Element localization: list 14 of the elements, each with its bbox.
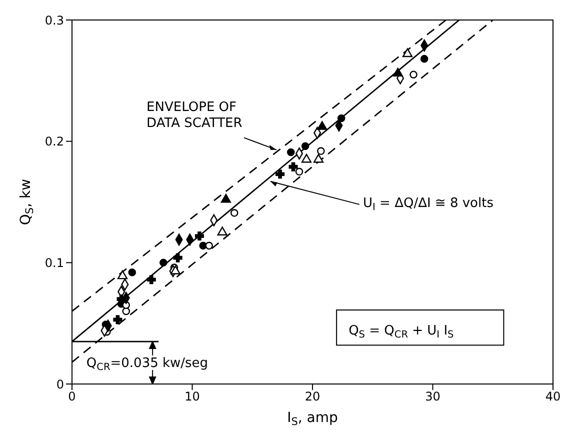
- annotation: ENVELOPE OF DATA SCATTER: [146, 100, 242, 131]
- y-tick-label: 0.3: [44, 13, 64, 28]
- annotation: U$_{I}$ = ΔQ/ΔI ≅ 8 volts: [363, 196, 494, 213]
- x-tick-label: 40: [545, 390, 561, 404]
- x-tick-label: 20: [304, 390, 320, 404]
- annotation: Q$_{CR}$=0.035 kw/seg: [86, 356, 208, 374]
- y-tick-label: 0.1: [44, 256, 64, 270]
- x-tick-label: 30: [425, 390, 440, 404]
- x-tick-label: 10: [184, 390, 200, 404]
- y-tick-label: 0: [56, 377, 64, 392]
- y-tick-label: 0.2: [44, 134, 64, 149]
- annotation: Q$_{S}$ = Q$_{CR}$ + U$_{I}$ I$_{S}$: [348, 323, 454, 340]
- x-tick-label: 0: [68, 390, 76, 404]
- x-axis-title: I$_{S}$, amp: [287, 410, 338, 428]
